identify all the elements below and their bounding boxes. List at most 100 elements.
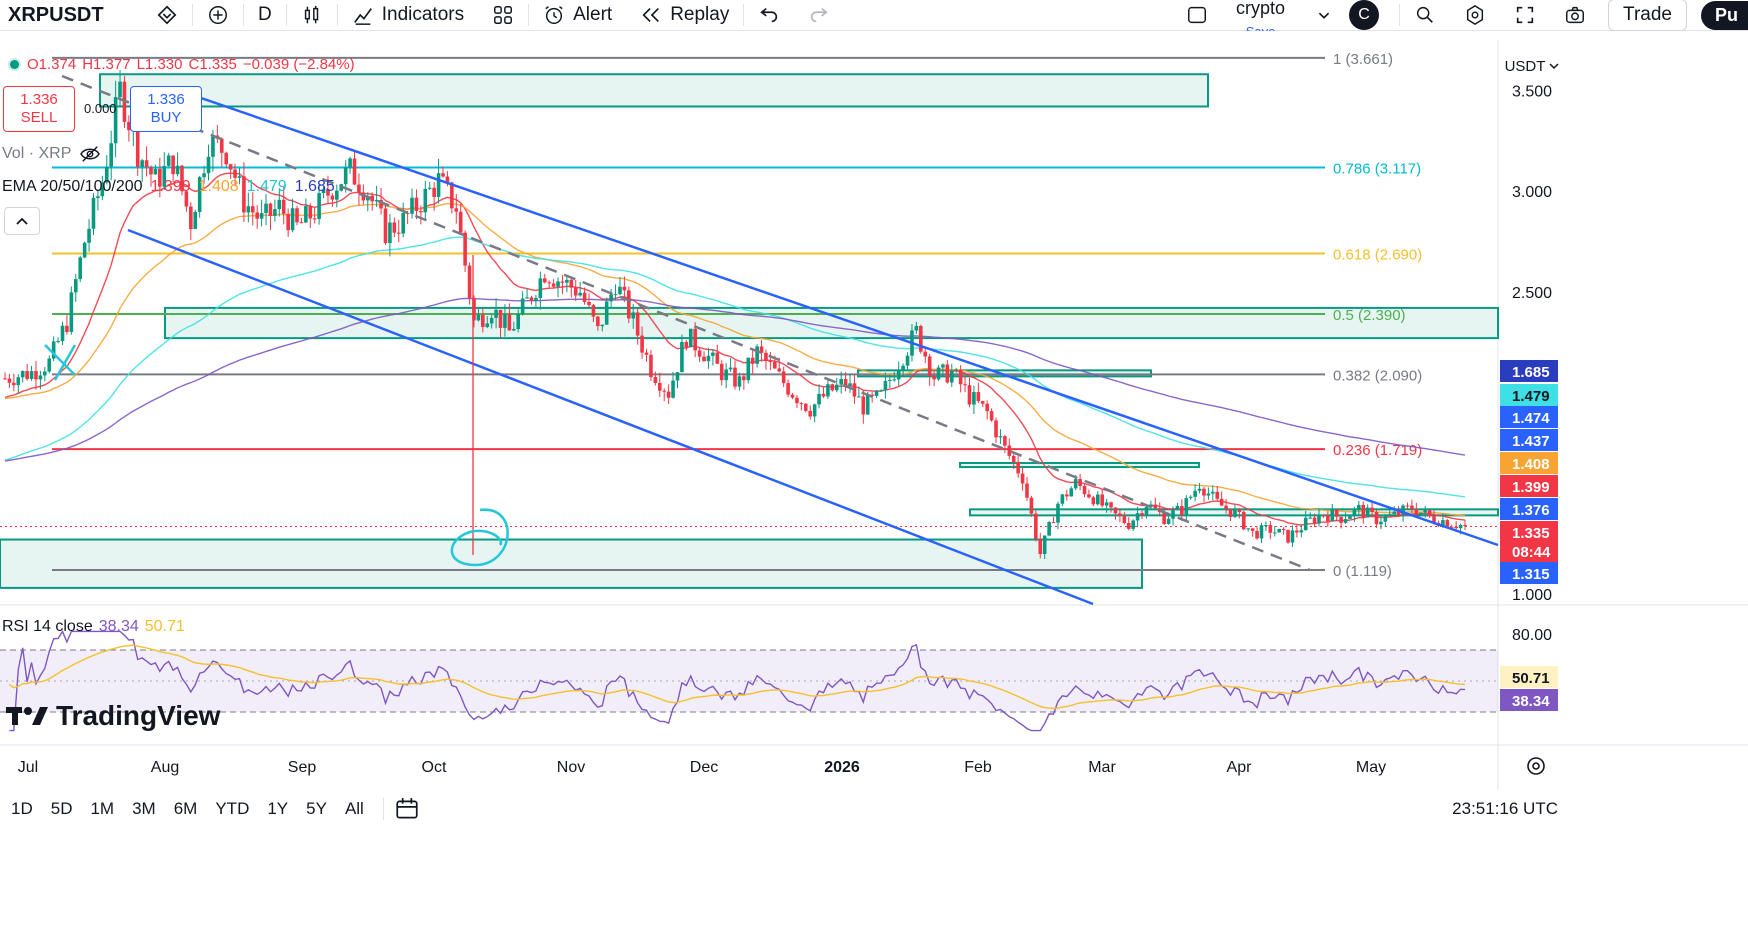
candle-body <box>202 173 206 178</box>
utc-clock[interactable]: 23:51:16 UTC <box>1452 799 1558 818</box>
range-1m[interactable]: 1M <box>90 799 115 818</box>
symbol-search[interactable]: XRPUSDT <box>8 3 104 26</box>
alert-button[interactable]: Alert <box>529 0 626 30</box>
candle-body <box>330 195 335 200</box>
candle-body <box>1228 508 1233 517</box>
volume-legend[interactable]: Vol · XRP <box>2 145 101 163</box>
candle-body <box>392 222 397 233</box>
channel-upper-line[interactable] <box>171 86 1499 547</box>
candle-body <box>640 335 644 353</box>
candle-type-icon[interactable] <box>287 0 337 30</box>
time-tick-label: Aug <box>151 759 179 776</box>
chevron-up-icon <box>16 217 28 225</box>
range-1y[interactable]: 1Y <box>267 799 289 818</box>
buy-button[interactable]: 1.336 BUY <box>130 86 202 132</box>
interval-button[interactable]: D <box>258 4 272 25</box>
candle-body <box>888 380 892 382</box>
candle-body <box>3 378 7 380</box>
candle-body <box>1122 515 1127 523</box>
candle-body <box>1317 515 1321 524</box>
settings-gear-icon[interactable] <box>1450 0 1500 30</box>
candle-body <box>1418 512 1423 516</box>
candle-body <box>450 182 454 209</box>
candle-body <box>304 206 308 223</box>
candle-body <box>485 323 490 327</box>
redo-icon[interactable] <box>794 0 844 30</box>
candle-body <box>1255 530 1259 539</box>
fullscreen-icon[interactable] <box>1500 0 1550 30</box>
chart-settings-icon[interactable] <box>1527 757 1545 775</box>
candle-body <box>1277 528 1281 533</box>
price-label-box <box>1500 521 1558 543</box>
fib-retracement[interactable]: 1 (3.661) 0.786 (3.117) 0.618 (2.690) 0.5 (… <box>52 51 1422 580</box>
candle-body <box>383 208 388 244</box>
quick-search-icon[interactable] <box>1400 0 1450 30</box>
candle-body <box>1463 524 1467 526</box>
watchlist-diamond-icon[interactable] <box>142 0 192 30</box>
user-avatar[interactable]: C <box>1349 0 1380 30</box>
eye-hidden-icon[interactable] <box>79 145 101 163</box>
candle-body <box>60 325 65 342</box>
candle-body <box>919 325 923 352</box>
range-6m[interactable]: 6M <box>173 799 198 818</box>
candle-body <box>742 376 746 381</box>
range-5y[interactable]: 5Y <box>306 799 327 818</box>
replay-button[interactable]: Replay <box>626 0 743 30</box>
candle-body <box>565 279 569 283</box>
range-all[interactable]: All <box>344 799 364 818</box>
candle-body <box>839 379 843 385</box>
candle-body <box>259 213 264 219</box>
chevron-down-icon[interactable] <box>1299 0 1349 30</box>
candle-body <box>1078 478 1082 486</box>
range-3m[interactable]: 3M <box>132 799 156 818</box>
price-tick-label: 3.000 <box>1512 184 1552 201</box>
price-label-box <box>1500 498 1558 520</box>
currency-selector[interactable]: USDT <box>1502 52 1562 80</box>
alarm-clock-icon <box>545 6 563 24</box>
ema-200-line <box>4 297 1466 462</box>
candle-body <box>1011 455 1016 462</box>
ohlc-open: O1.374 <box>27 56 77 73</box>
candle-body <box>861 396 866 415</box>
candle-body <box>419 211 423 213</box>
publish-button[interactable]: Pu <box>1700 0 1748 30</box>
ema20-value: 1.399 <box>150 178 191 195</box>
candle-body <box>609 294 613 302</box>
ema-legend[interactable]: EMA 20/50/100/200 1.399 1.408 1.479 1.68… <box>2 178 335 196</box>
dashed-midline[interactable] <box>61 74 1311 572</box>
layout-square-icon[interactable] <box>1172 0 1222 30</box>
candle-body <box>25 371 29 379</box>
range-ytd[interactable]: YTD <box>215 799 250 818</box>
indicators-button[interactable]: Indicators <box>338 0 478 30</box>
time-axis[interactable]: Jul Aug Sep Oct Nov Dec 2026 Feb Mar Apr May <box>18 759 1386 776</box>
price-axis[interactable]: 3.500 3.000 2.500 1.000 <box>1512 83 1552 604</box>
price-label-box <box>1500 360 1558 382</box>
candle-body <box>1166 518 1171 524</box>
price-chart[interactable]: 80.00 50.71 38.34 1 (3.661) 0.786 (3.117) 0.… <box>0 0 1748 790</box>
sell-button[interactable]: 1.336 SELL <box>3 86 75 132</box>
candle-body <box>1449 526 1454 528</box>
trade-button[interactable]: Trade <box>1608 0 1687 31</box>
candle-body <box>206 156 211 174</box>
candle-body <box>662 390 667 392</box>
range-5d[interactable]: 5D <box>50 799 73 818</box>
price-label-box <box>1500 406 1558 428</box>
undo-icon[interactable] <box>744 0 794 30</box>
candle-body <box>618 286 622 295</box>
ema-100-line <box>4 236 1466 498</box>
templates-grid-icon[interactable] <box>478 0 528 30</box>
candle-body <box>1246 528 1251 530</box>
compare-add-icon[interactable] <box>193 0 243 30</box>
rsi-legend[interactable]: RSI 14 close 38.34 50.71 <box>2 618 185 636</box>
fib-level-label: 0.786 (3.117) <box>1333 161 1421 178</box>
candle-body <box>144 160 149 168</box>
camera-icon[interactable] <box>1550 0 1600 30</box>
candle-body <box>1268 525 1273 533</box>
channel-lower-line[interactable] <box>127 228 1094 606</box>
candle-body <box>1224 505 1228 509</box>
drawings-layer[interactable] <box>44 74 1499 606</box>
range-1d[interactable]: 1D <box>11 799 33 818</box>
collapse-legend-button[interactable] <box>4 207 40 235</box>
candle-body <box>388 222 392 244</box>
calendar-goto-icon[interactable] <box>394 796 420 822</box>
